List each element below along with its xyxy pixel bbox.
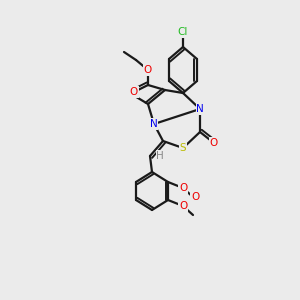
Text: O: O — [130, 87, 138, 97]
Text: O: O — [191, 192, 199, 202]
Text: O: O — [210, 138, 218, 148]
Text: O: O — [179, 183, 187, 193]
Text: N: N — [150, 119, 158, 129]
Text: H: H — [156, 151, 164, 161]
Text: S: S — [180, 143, 186, 153]
Text: O: O — [144, 65, 152, 75]
Text: Cl: Cl — [178, 27, 188, 37]
Text: N: N — [196, 104, 204, 114]
Text: O: O — [179, 201, 187, 211]
